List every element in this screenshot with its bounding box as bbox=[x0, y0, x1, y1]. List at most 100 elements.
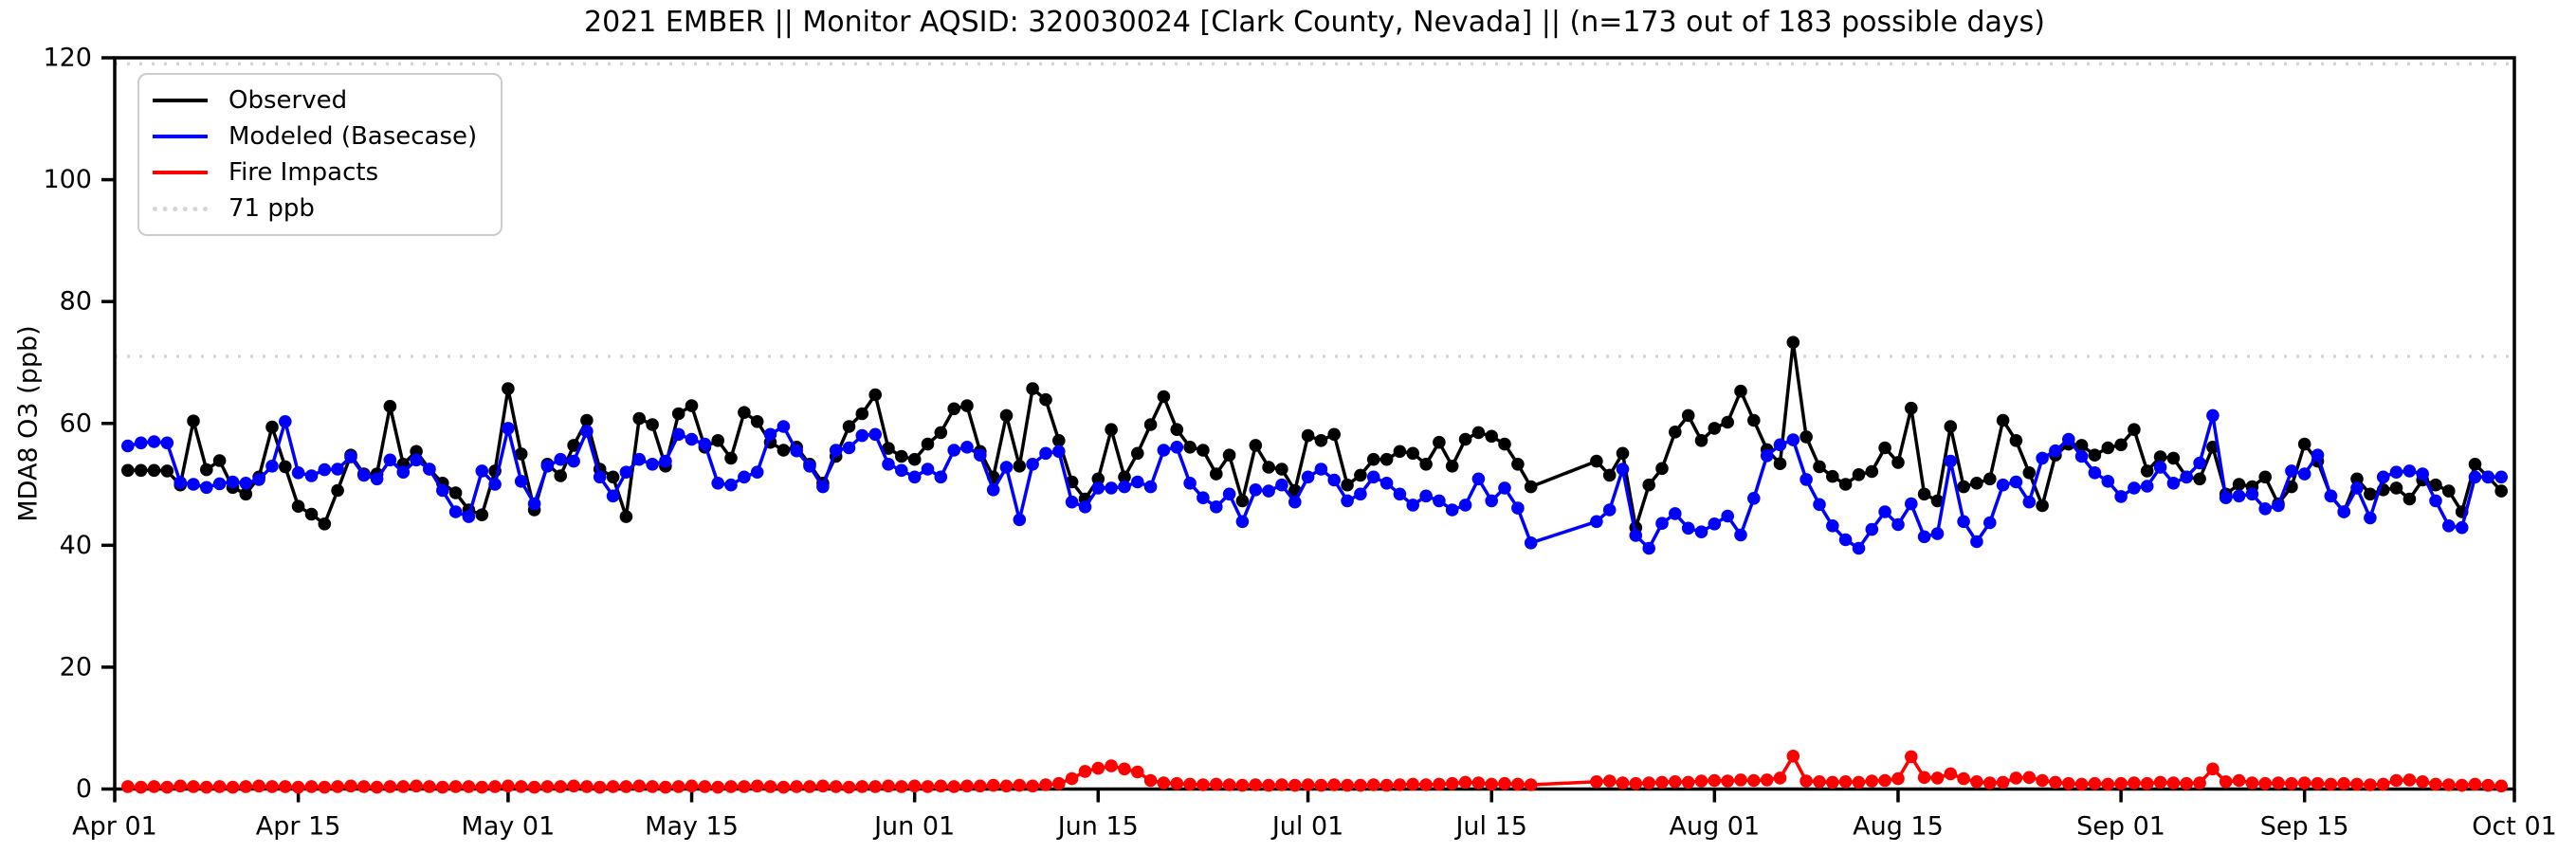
data-point bbox=[2101, 777, 2115, 791]
x-tick-label: Apr 01 bbox=[72, 812, 157, 842]
data-point bbox=[1039, 446, 1052, 461]
data-point bbox=[1091, 481, 1105, 495]
data-point bbox=[448, 780, 463, 793]
data-point bbox=[2114, 776, 2128, 790]
data-point bbox=[1852, 541, 1866, 555]
data-point bbox=[304, 469, 319, 482]
data-point bbox=[1944, 767, 1958, 781]
data-point bbox=[855, 407, 869, 421]
data-point bbox=[593, 780, 607, 794]
data-point bbox=[1143, 773, 1158, 788]
data-point bbox=[816, 779, 830, 793]
data-point bbox=[514, 780, 528, 793]
data-point bbox=[1669, 426, 1682, 439]
data-point bbox=[829, 444, 843, 457]
data-point bbox=[1327, 778, 1341, 791]
data-point bbox=[1366, 452, 1380, 466]
data-point bbox=[1262, 484, 1275, 498]
data-point bbox=[2062, 432, 2075, 446]
data-point bbox=[1826, 519, 1839, 533]
data-point bbox=[187, 414, 200, 428]
data-point bbox=[593, 470, 607, 484]
data-point bbox=[448, 505, 463, 518]
data-point bbox=[2101, 441, 2115, 455]
data-point bbox=[488, 780, 502, 793]
legend-item-modeled: Modeled (Basecase) bbox=[153, 124, 501, 149]
data-point bbox=[960, 779, 974, 793]
data-point bbox=[1052, 445, 1066, 459]
data-point bbox=[1642, 478, 1655, 492]
data-point bbox=[1721, 774, 1734, 788]
data-point bbox=[1852, 775, 1866, 789]
data-point bbox=[685, 779, 699, 793]
x-tick-label: Jun 15 bbox=[1056, 812, 1139, 842]
data-point bbox=[738, 406, 751, 420]
data-point bbox=[1013, 513, 1027, 527]
data-point bbox=[265, 420, 279, 434]
data-point bbox=[1905, 497, 1918, 511]
data-point bbox=[724, 780, 738, 793]
data-point bbox=[842, 420, 856, 433]
data-point bbox=[1786, 433, 1800, 446]
data-point bbox=[1773, 457, 1787, 471]
data-point bbox=[1970, 535, 1983, 549]
data-point bbox=[2337, 776, 2350, 790]
data-point bbox=[1983, 472, 1997, 486]
data-point bbox=[2153, 450, 2167, 463]
data-point bbox=[606, 489, 620, 503]
legend-label-threshold: 71 ppb bbox=[228, 194, 315, 223]
data-point bbox=[1143, 418, 1158, 431]
data-point bbox=[475, 464, 489, 478]
data-point bbox=[1760, 449, 1774, 463]
data-point bbox=[554, 469, 567, 482]
data-point bbox=[212, 454, 227, 467]
data-point bbox=[698, 437, 712, 451]
data-point bbox=[1708, 422, 1722, 435]
data-point bbox=[2036, 499, 2049, 513]
data-point bbox=[1865, 774, 1879, 788]
data-point bbox=[200, 463, 213, 477]
data-point bbox=[632, 452, 646, 466]
data-point bbox=[1222, 487, 1236, 501]
data-point bbox=[200, 481, 213, 495]
data-point bbox=[934, 779, 948, 793]
data-point bbox=[1301, 428, 1315, 443]
data-point bbox=[1681, 408, 1695, 423]
data-point bbox=[1341, 478, 1354, 492]
data-point bbox=[986, 483, 1000, 497]
data-point bbox=[2376, 470, 2390, 484]
data-point bbox=[265, 780, 279, 793]
y-tick-label: 0 bbox=[76, 774, 92, 804]
data-point bbox=[1891, 517, 1905, 532]
data-point bbox=[2101, 475, 2115, 488]
data-point bbox=[2402, 773, 2417, 787]
data-point bbox=[947, 780, 960, 793]
data-point bbox=[1458, 499, 1472, 512]
data-point bbox=[2049, 775, 2062, 789]
data-point bbox=[1039, 392, 1052, 407]
data-point bbox=[2088, 776, 2102, 790]
data-point bbox=[2364, 778, 2377, 791]
data-point bbox=[410, 453, 423, 467]
data-point bbox=[842, 441, 856, 455]
data-point bbox=[1235, 515, 1250, 529]
data-point bbox=[632, 779, 646, 793]
data-point bbox=[383, 780, 397, 793]
data-point bbox=[344, 779, 357, 793]
data-point bbox=[2193, 472, 2206, 486]
x-tick-label: Aug 15 bbox=[1853, 812, 1944, 842]
data-point bbox=[1249, 439, 1263, 452]
data-point bbox=[1210, 777, 1223, 791]
data-point bbox=[829, 780, 843, 793]
data-point bbox=[567, 454, 580, 468]
data-point bbox=[2219, 775, 2233, 789]
data-point bbox=[147, 435, 161, 448]
data-point bbox=[1760, 773, 1774, 787]
series-fire bbox=[121, 750, 2508, 794]
y-tick-label: 120 bbox=[43, 44, 92, 73]
data-point bbox=[200, 780, 213, 794]
data-point bbox=[698, 780, 712, 793]
data-point bbox=[1616, 776, 1630, 789]
data-point bbox=[475, 780, 489, 794]
